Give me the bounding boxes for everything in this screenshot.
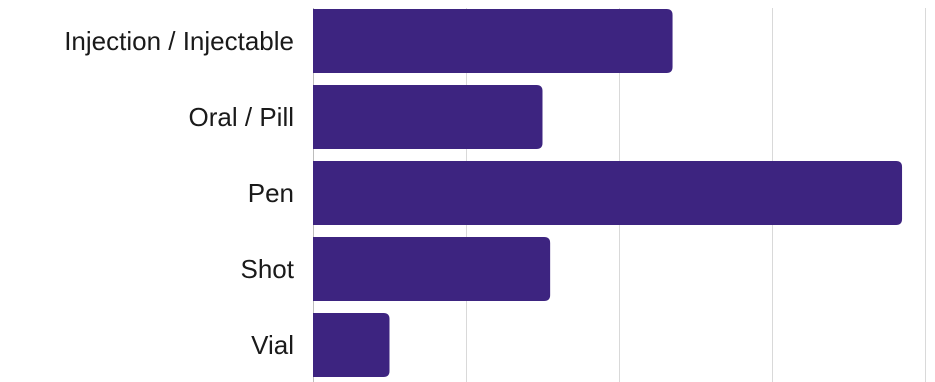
bar: [313, 9, 673, 73]
bar: [313, 237, 551, 301]
category-label-layer: Injection / Injectable Oral / Pill Pen Shot…: [64, 26, 295, 360]
category-label: Shot: [241, 254, 295, 284]
bar: [313, 313, 390, 377]
category-label: Vial: [251, 330, 294, 360]
bar-layer: [313, 9, 903, 377]
category-label: Injection / Injectable: [64, 26, 294, 56]
bar: [313, 85, 543, 149]
category-label: Pen: [248, 178, 294, 208]
bar: [313, 161, 903, 225]
category-label: Oral / Pill: [189, 102, 294, 132]
